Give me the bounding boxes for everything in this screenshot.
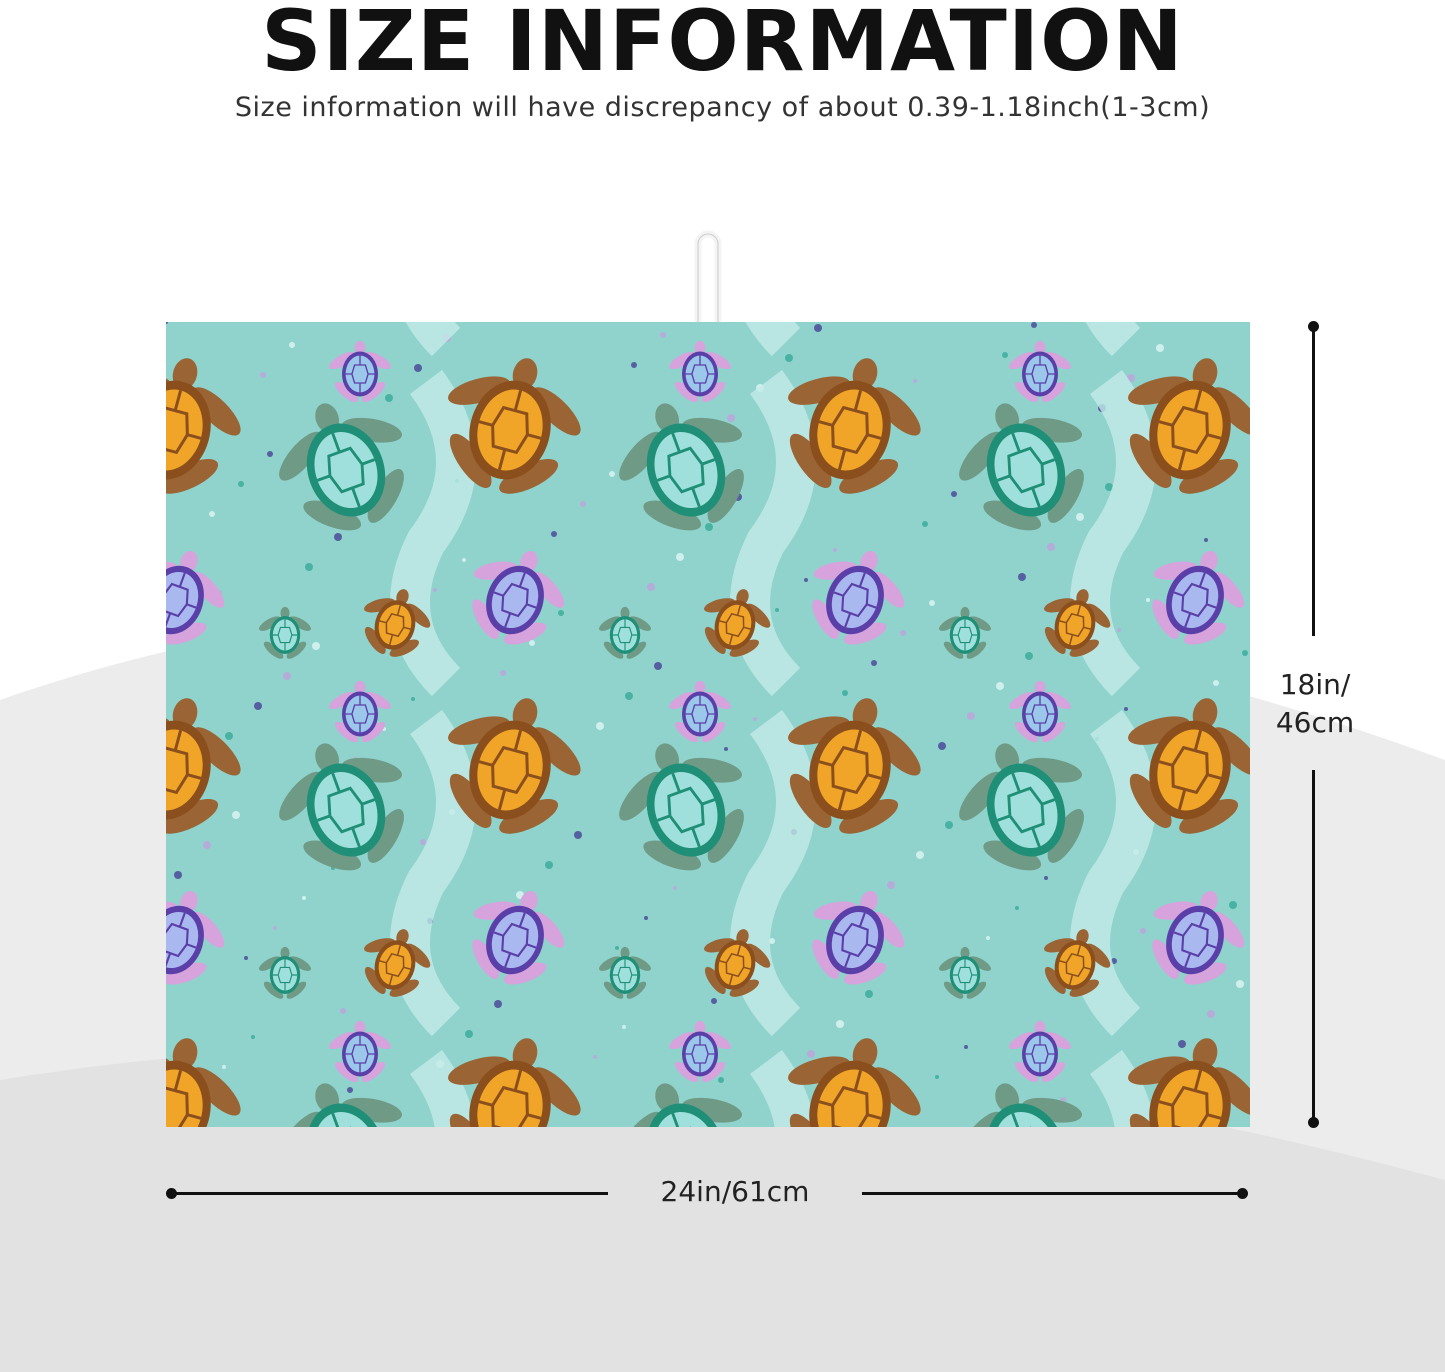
turtle xyxy=(959,1083,1082,1127)
turtle xyxy=(1152,550,1245,645)
turtle xyxy=(166,890,225,985)
turtle xyxy=(619,403,744,531)
height-cm: 46cm xyxy=(1275,706,1355,739)
turtle xyxy=(1128,358,1250,494)
turtle xyxy=(669,680,731,743)
turtle xyxy=(1128,698,1250,834)
turtle xyxy=(959,403,1084,531)
width-right-marker xyxy=(1237,1188,1248,1199)
height-label: 18in/ 46cm xyxy=(1250,666,1380,742)
turtle xyxy=(619,743,744,871)
turtle xyxy=(959,743,1084,871)
turtle xyxy=(472,890,565,985)
turtle xyxy=(619,1083,742,1127)
turtle xyxy=(1044,589,1111,657)
width-label: 24in/61cm xyxy=(660,1175,810,1208)
hanging-loop xyxy=(694,230,722,324)
turtle xyxy=(448,1038,581,1127)
turtle xyxy=(1128,1038,1250,1127)
turtle xyxy=(472,550,565,645)
turtle xyxy=(364,929,431,997)
turtle xyxy=(788,1038,921,1127)
turtle xyxy=(788,358,921,494)
turtle xyxy=(166,698,241,834)
height-line-bottom xyxy=(1312,770,1315,1120)
turtle xyxy=(669,1020,731,1083)
page-title: SIZE INFORMATION xyxy=(261,0,1184,90)
turtle xyxy=(166,550,225,645)
turtle xyxy=(1009,680,1071,743)
turtle xyxy=(279,403,404,531)
turtle xyxy=(1009,340,1071,403)
turtle xyxy=(329,340,391,403)
turtle xyxy=(1009,1020,1071,1083)
height-line-top xyxy=(1312,326,1315,636)
turtle xyxy=(364,589,431,657)
turtle xyxy=(788,698,921,834)
turtle xyxy=(259,946,311,999)
turtle xyxy=(704,589,771,657)
turtle xyxy=(704,929,771,997)
width-line-left xyxy=(171,1192,608,1195)
turtle xyxy=(448,698,581,834)
turtle xyxy=(448,358,581,494)
turtle xyxy=(812,550,905,645)
turtle xyxy=(279,743,404,871)
turtle xyxy=(279,1083,402,1127)
turtle xyxy=(329,1020,391,1083)
turtle xyxy=(939,606,991,659)
turtle xyxy=(599,606,651,659)
height-inches: 18in/ xyxy=(1279,668,1351,701)
turtle xyxy=(1152,890,1245,985)
page-subtitle: Size information will have discrepancy o… xyxy=(234,92,1211,123)
width-line-right xyxy=(862,1192,1242,1195)
turtle xyxy=(669,340,731,403)
turtle xyxy=(329,680,391,743)
height-bottom-marker xyxy=(1308,1117,1319,1128)
turtle xyxy=(1044,929,1111,997)
turtle xyxy=(166,1038,241,1127)
turtle xyxy=(166,358,241,494)
turtle xyxy=(812,890,905,985)
turtle xyxy=(599,946,651,999)
turtle-pattern-mat xyxy=(166,322,1250,1127)
turtle xyxy=(939,946,991,999)
turtle xyxy=(259,606,311,659)
